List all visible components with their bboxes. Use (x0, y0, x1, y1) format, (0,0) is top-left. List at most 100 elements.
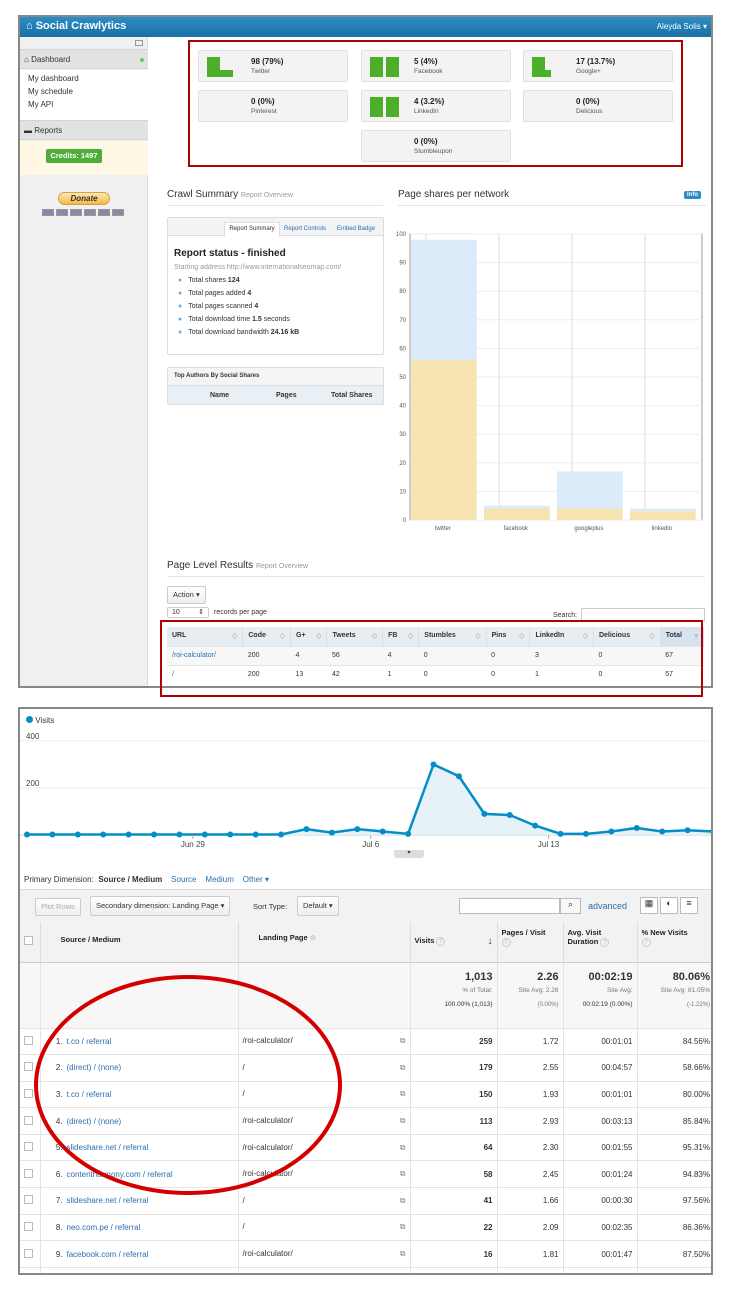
visits-point[interactable] (74, 831, 81, 838)
row-checkbox[interactable] (24, 1062, 33, 1072)
select-all-checkbox[interactable] (24, 936, 33, 945)
action-button[interactable]: Action ▾ (167, 586, 206, 604)
col-visits[interactable]: Visits ? ↓ (410, 922, 498, 963)
row-checkbox[interactable] (24, 1248, 33, 1258)
col-code[interactable]: Code ◇ (242, 627, 291, 646)
sidebar-item-my-dashboard[interactable]: My dashboard (28, 74, 79, 83)
visits-point[interactable] (176, 831, 183, 838)
col-new-visits[interactable]: % New Visits? (637, 922, 711, 963)
col-pins[interactable]: Pins ◇ (486, 627, 531, 646)
col-tweets[interactable]: Tweets ◇ (326, 627, 384, 646)
secondary-dimension-select[interactable]: Secondary dimension: Landing Page ▾ (90, 896, 231, 916)
visits-point[interactable] (252, 831, 259, 838)
col-linkedin[interactable]: LinkedIn ◇ (529, 627, 594, 646)
row-checkbox[interactable] (24, 1142, 33, 1152)
pie-view-icon[interactable]: ◐ (660, 897, 678, 914)
tab-report-controls[interactable]: Report Controls (284, 226, 327, 232)
url-link[interactable]: / (167, 664, 243, 684)
visits-point[interactable] (532, 822, 539, 829)
search-icon[interactable]: ⌕ (560, 898, 581, 914)
visits-point[interactable] (430, 761, 437, 768)
help-icon[interactable]: ? (641, 938, 651, 947)
col-landing-page[interactable]: Landing Page ⊗ (238, 922, 411, 963)
source-medium-link[interactable]: contentharmony.com / referral (66, 1169, 173, 1179)
dim-source[interactable]: Source (171, 875, 197, 884)
donate-button[interactable]: Donate (58, 192, 110, 205)
visits-point[interactable] (557, 830, 564, 837)
visits-point[interactable] (227, 831, 234, 838)
row-checkbox[interactable] (24, 1088, 33, 1098)
visits-point[interactable] (405, 830, 412, 837)
row-checkbox[interactable] (24, 1168, 33, 1178)
source-medium-link[interactable]: neo.com.pe / referral (66, 1222, 141, 1232)
visits-point[interactable] (151, 831, 158, 838)
sidebar-item-my-schedule[interactable]: My schedule (28, 87, 73, 96)
visits-point[interactable] (506, 812, 513, 819)
visits-point[interactable] (659, 828, 666, 835)
visits-point[interactable] (201, 831, 208, 838)
remove-icon[interactable]: ⊗ (309, 933, 317, 942)
advanced-link[interactable]: advanced (588, 901, 628, 911)
dim-source-medium[interactable]: Source / Medium (98, 875, 163, 884)
dim-other[interactable]: Other ▾ (242, 875, 270, 884)
sidebar-dashboard[interactable]: ⌂ Dashboard (20, 49, 148, 69)
visits-point[interactable] (455, 773, 462, 780)
col-pages[interactable]: Pages (276, 392, 297, 399)
col-pages-per-visit[interactable]: Pages / Visit? (497, 922, 564, 963)
menu-toggle-icon[interactable] (135, 40, 143, 46)
source-medium-link[interactable]: slideshare.net / referral (66, 1143, 149, 1153)
external-link-icon[interactable]: ⧉ (399, 1036, 406, 1046)
user-menu[interactable]: Aleyda Solis ▾ (656, 22, 707, 31)
dim-medium[interactable]: Medium (205, 875, 234, 884)
visits-point[interactable] (328, 829, 335, 836)
source-medium-link[interactable]: (direct) / (none) (66, 1063, 122, 1073)
col-g[interactable]: G+ ◇ (290, 627, 328, 646)
source-medium-link[interactable]: t.co / referral (66, 1036, 112, 1046)
visits-point[interactable] (684, 827, 691, 834)
sidebar-reports[interactable]: ▬ Reports (20, 120, 148, 140)
visits-point[interactable] (582, 830, 589, 837)
visits-point[interactable] (481, 810, 488, 817)
source-medium-link[interactable]: (direct) / (none) (66, 1116, 122, 1126)
source-medium-link[interactable]: t.co / referral (66, 1089, 112, 1099)
external-link-icon[interactable]: ⧉ (399, 1195, 406, 1205)
source-medium-link[interactable]: slideshare.net / referral (66, 1196, 149, 1206)
help-icon[interactable]: ? (436, 937, 446, 946)
visits-point[interactable] (303, 826, 310, 833)
visits-point[interactable] (24, 831, 30, 838)
tab-report-summary[interactable]: Report Summary (224, 222, 280, 237)
external-link-icon[interactable]: ⧉ (399, 1116, 406, 1126)
external-link-icon[interactable]: ⧉ (399, 1142, 406, 1152)
table-view-icon[interactable]: ▦ (640, 897, 658, 914)
visits-point[interactable] (710, 828, 713, 834)
tab-embed-badge[interactable]: Embed Badge (337, 226, 376, 232)
row-checkbox[interactable] (24, 1115, 33, 1125)
row-checkbox[interactable] (24, 1195, 33, 1205)
col-total-shares[interactable]: Total Shares (331, 392, 373, 399)
info-button[interactable]: Info (684, 191, 701, 199)
credits-button[interactable]: Credits: 1497 (46, 149, 102, 163)
visits-point[interactable] (608, 828, 615, 835)
records-per-page-select[interactable]: 10 ⇕ (167, 607, 209, 618)
col-stumbles[interactable]: Stumbles ◇ (418, 627, 487, 646)
source-medium-link[interactable]: facebook.com / referral (66, 1249, 149, 1259)
app-title[interactable]: ⌂ Social Crawlytics (26, 20, 127, 32)
sidebar-item-my-api[interactable]: My API (28, 100, 54, 109)
external-link-icon[interactable]: ⧉ (399, 1169, 406, 1179)
table-search-input[interactable] (459, 898, 560, 914)
visits-point[interactable] (125, 831, 132, 838)
bar-view-icon[interactable]: ≡ (680, 897, 698, 914)
external-link-icon[interactable]: ⧉ (399, 1062, 406, 1072)
col-fb[interactable]: FB ◇ (382, 627, 420, 646)
col-source-medium[interactable]: Source / Medium (40, 922, 239, 963)
col-avg-duration[interactable]: Avg. Visit Duration ? (563, 922, 638, 963)
col-name[interactable]: Name (210, 392, 230, 399)
help-icon[interactable]: ? (600, 938, 610, 947)
row-checkbox[interactable] (24, 1221, 33, 1231)
external-link-icon[interactable]: ⧉ (399, 1222, 406, 1232)
url-link[interactable]: /roi-calculator/ (167, 645, 243, 665)
col-total[interactable]: Total ▾ (660, 627, 705, 646)
plot-rows-button[interactable]: Plot Rows (35, 898, 81, 916)
external-link-icon[interactable]: ⧉ (399, 1089, 406, 1099)
visits-point[interactable] (100, 831, 107, 838)
